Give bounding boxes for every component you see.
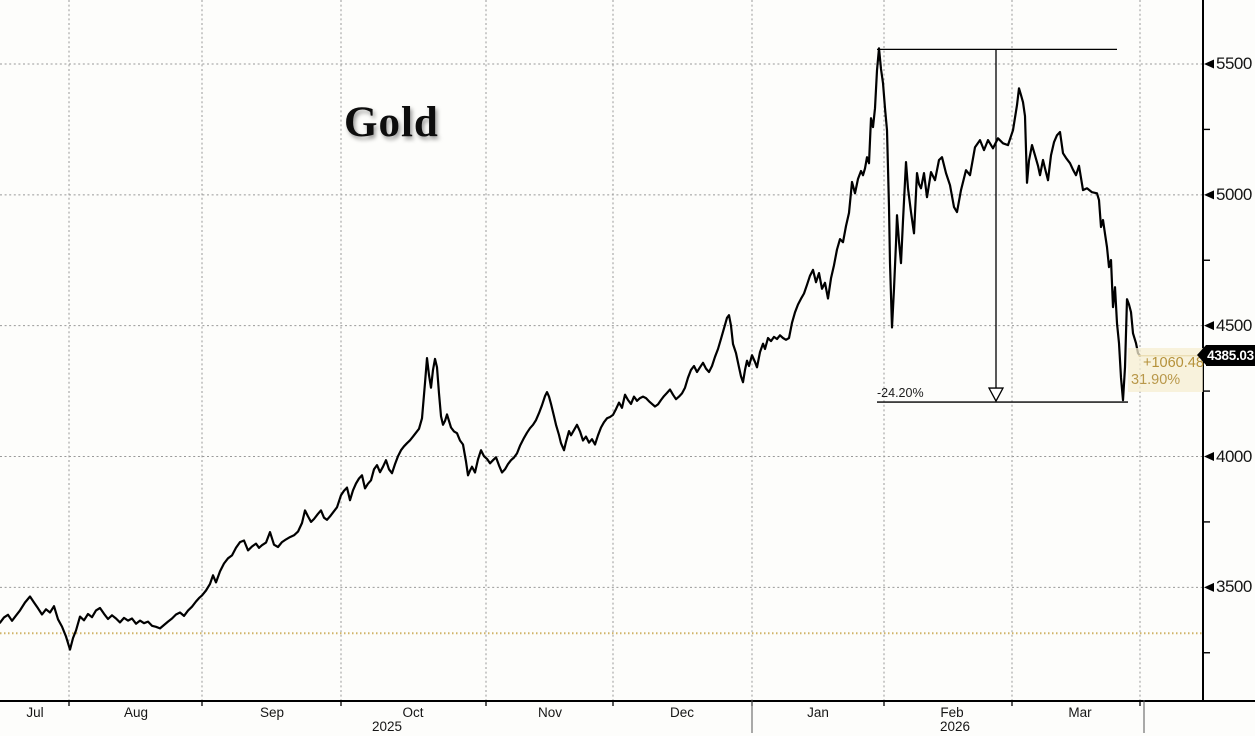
net-change-value: +1060.48	[1143, 355, 1204, 371]
year-label-2025: 2025	[371, 719, 403, 734]
y-tick-arrow-icon	[1204, 452, 1214, 461]
y-tick-arrow-icon	[1204, 59, 1214, 69]
month-label-dec: Dec	[669, 705, 695, 720]
last-price-tag: 4385.03	[1197, 345, 1255, 366]
month-label-sep: Sep	[259, 705, 285, 720]
y-tick-arrow-icon	[1204, 321, 1214, 331]
percent-change-value: 31.90%	[1131, 372, 1181, 388]
year-label-2026: 2026	[939, 719, 971, 734]
drawdown-annotation-label: -24.20%	[877, 386, 924, 400]
last-price-value: 4385.03	[1207, 348, 1254, 363]
month-label-jul: Jul	[26, 705, 44, 720]
month-label-feb: Feb	[940, 705, 964, 720]
month-label-oct: Oct	[402, 705, 424, 720]
month-label-jan: Jan	[807, 705, 829, 720]
month-label-mar: Mar	[1068, 705, 1092, 720]
month-label-nov: Nov	[537, 705, 563, 720]
drawdown-arrowhead-icon	[987, 387, 1005, 403]
chart-title: Gold	[344, 99, 439, 146]
price-line	[0, 47, 1142, 651]
y-tick-arrow-icon	[1204, 190, 1214, 200]
y-axis-label: 3500	[1216, 577, 1252, 597]
y-axis-label: 4000	[1216, 446, 1252, 466]
y-tick-arrow-icon	[1204, 582, 1214, 592]
price-tag-pointer-icon	[1197, 345, 1206, 365]
y-axis-label: 5500	[1216, 54, 1252, 73]
change-highlight-band	[1128, 348, 1203, 392]
month-label-aug: Aug	[123, 705, 149, 720]
y-axis-label: 4500	[1216, 315, 1252, 335]
y-axis-label: 5000	[1216, 184, 1252, 204]
